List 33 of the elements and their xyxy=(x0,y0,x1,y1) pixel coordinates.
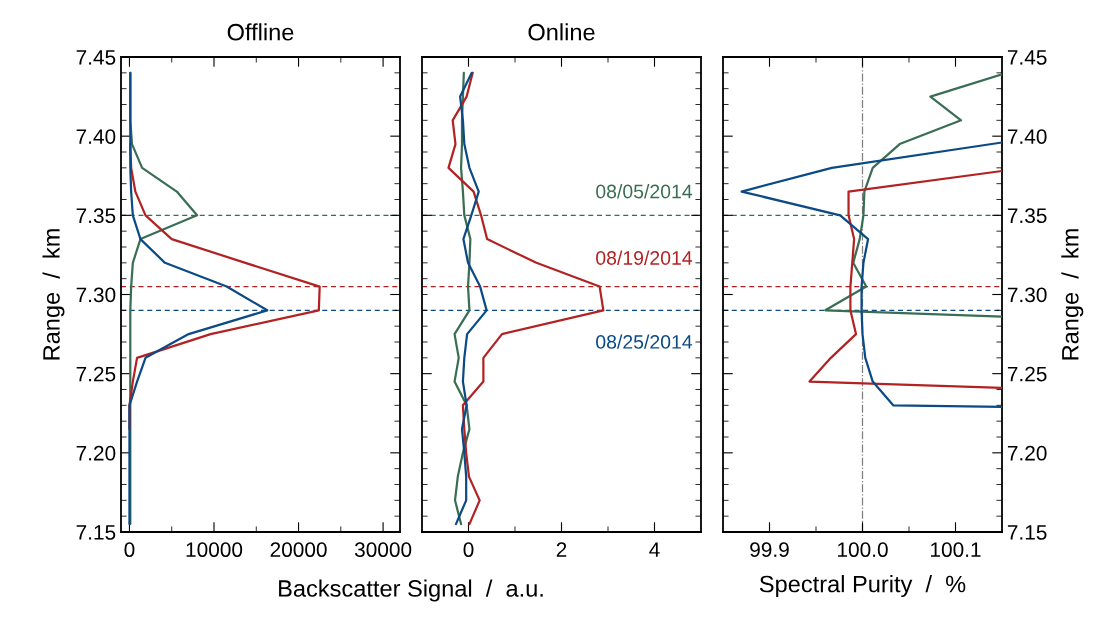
x-tick-label: 100.1 xyxy=(931,542,981,558)
y-axis-title: Range / km xyxy=(42,229,65,360)
text: 08/25/2014 xyxy=(596,334,693,349)
y-tick-label: 7.20 xyxy=(1007,445,1047,461)
x-tick-label: 20000 xyxy=(270,542,327,558)
x-tick-label: 2 xyxy=(556,542,567,557)
y-tick-label: 7.45 xyxy=(1007,50,1047,65)
x-axis-title: Backscatter Signal / a.u. xyxy=(279,579,543,602)
y-tick-label: 7.25 xyxy=(76,366,116,382)
chart-title: Offline xyxy=(227,23,294,41)
y-tick-label: 7.30 xyxy=(1007,287,1047,303)
text: 08/05/2014 xyxy=(596,184,693,199)
x-tick-label: 30000 xyxy=(354,542,412,558)
chart-title: Online xyxy=(528,23,595,41)
x-tick-label: 10000 xyxy=(186,542,243,558)
x-tick-label: 4 xyxy=(649,542,660,557)
y-axis-title: Range / km xyxy=(1061,229,1084,360)
y-tick-label: 7.40 xyxy=(1007,129,1047,144)
series-label: 08/19/2014 xyxy=(596,250,693,265)
y-tick-label: 7.15 xyxy=(1007,525,1047,540)
y-tick-label: 7.25 xyxy=(1007,366,1047,382)
y-tick-label: 7.40 xyxy=(76,129,116,144)
y-tick-label: 7.45 xyxy=(76,50,116,65)
x-tick-label: 0 xyxy=(463,542,474,558)
x-tick-label: 99.9 xyxy=(750,542,789,558)
y-tick-label: 7.35 xyxy=(76,208,116,224)
y-tick-label: 7.15 xyxy=(76,525,116,540)
x-tick-label: 0 xyxy=(124,542,135,558)
x-tick-label: 100.0 xyxy=(838,542,888,558)
y-tick-label: 7.30 xyxy=(76,287,116,303)
x-axis-title: Spectral Purity / % xyxy=(759,575,966,598)
y-tick-label: 7.35 xyxy=(1007,208,1047,224)
y-tick-label: 7.20 xyxy=(76,445,116,461)
